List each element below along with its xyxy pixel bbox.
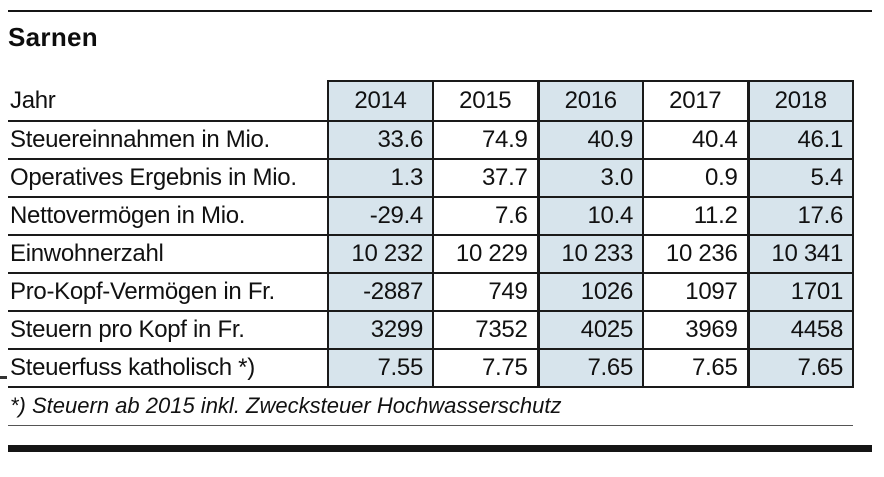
header-label-jahr: Jahr xyxy=(8,81,328,122)
year-header-2017: 2017 xyxy=(642,80,749,122)
value-cell: 3299 xyxy=(327,311,433,350)
year-header-2016: 2016 xyxy=(536,80,644,122)
value-cell: 37.7 xyxy=(432,159,538,198)
page-title: Sarnen xyxy=(8,22,98,52)
year-header-2014: 2014 xyxy=(327,80,434,122)
value-cell: 7.75 xyxy=(432,349,538,388)
value-cell: 7.65 xyxy=(642,349,748,388)
value-cell: 74.9 xyxy=(432,121,538,160)
value-cell: 1701 xyxy=(746,273,854,312)
footnote-row: *) Steuern ab 2015 inkl. Zwecksteuer Hoc… xyxy=(8,387,853,426)
top-rule xyxy=(8,10,872,12)
value-cell: 33.6 xyxy=(327,121,433,160)
table-row: Steuereinnahmen in Mio. 33.6 74.9 40.9 4… xyxy=(8,121,854,160)
scan-artifact-dash xyxy=(0,376,7,379)
value-cell: 7352 xyxy=(432,311,538,350)
value-cell: 10 341 xyxy=(746,235,854,274)
value-cell: 4458 xyxy=(746,311,854,350)
table-row: Steuern pro Kopf in Fr. 3299 7352 4025 3… xyxy=(8,311,854,350)
value-cell: 10 232 xyxy=(327,235,433,274)
bottom-rule xyxy=(8,444,872,452)
value-cell: 40.9 xyxy=(536,121,643,160)
table-row: Nettovermögen in Mio. -29.4 7.6 10.4 11.… xyxy=(8,197,854,236)
sarnen-data-table: Jahr 2014 2015 2016 2017 2018 Steuereinn… xyxy=(8,80,854,426)
year-header-2018: 2018 xyxy=(746,80,854,122)
value-cell: 7.6 xyxy=(432,197,538,236)
value-cell: -2887 xyxy=(327,273,433,312)
table-row: Steuerfuss katholisch *) 7.55 7.75 7.65 … xyxy=(8,349,854,388)
value-cell: 7.65 xyxy=(536,349,643,388)
table-row: Operatives Ergebnis in Mio. 1.3 37.7 3.0… xyxy=(8,159,854,198)
value-cell: 1097 xyxy=(642,273,748,312)
value-cell: 7.65 xyxy=(746,349,854,388)
value-cell: 1.3 xyxy=(327,159,433,198)
value-cell: 10.4 xyxy=(536,197,643,236)
value-cell: 10 229 xyxy=(432,235,538,274)
value-cell: 46.1 xyxy=(746,121,854,160)
value-cell: 40.4 xyxy=(642,121,748,160)
value-cell: -29.4 xyxy=(327,197,433,236)
year-header-2015: 2015 xyxy=(432,80,539,122)
value-cell: 4025 xyxy=(536,311,643,350)
value-cell: 11.2 xyxy=(642,197,748,236)
value-cell: 10 236 xyxy=(642,235,748,274)
row-label: Pro-Kopf-Vermögen in Fr. xyxy=(8,273,328,312)
table-header-row: Jahr 2014 2015 2016 2017 2018 xyxy=(8,80,854,122)
value-cell: 10 233 xyxy=(536,235,643,274)
row-label: Nettovermögen in Mio. xyxy=(8,197,328,236)
value-cell: 749 xyxy=(432,273,538,312)
row-label: Steuerfuss katholisch *) xyxy=(8,349,328,388)
value-cell: 5.4 xyxy=(746,159,854,198)
value-cell: 3969 xyxy=(642,311,748,350)
value-cell: 17.6 xyxy=(746,197,854,236)
value-cell: 7.55 xyxy=(327,349,433,388)
table-row: Pro-Kopf-Vermögen in Fr. -2887 749 1026 … xyxy=(8,273,854,312)
row-label: Steuereinnahmen in Mio. xyxy=(8,121,328,160)
table-row: Einwohnerzahl 10 232 10 229 10 233 10 23… xyxy=(8,235,854,274)
table-footnote: *) Steuern ab 2015 inkl. Zwecksteuer Hoc… xyxy=(8,387,853,426)
row-label: Operatives Ergebnis in Mio. xyxy=(8,159,328,198)
row-label: Steuern pro Kopf in Fr. xyxy=(8,311,328,350)
value-cell: 3.0 xyxy=(536,159,643,198)
row-label: Einwohnerzahl xyxy=(8,235,328,274)
value-cell: 0.9 xyxy=(642,159,748,198)
value-cell: 1026 xyxy=(536,273,643,312)
